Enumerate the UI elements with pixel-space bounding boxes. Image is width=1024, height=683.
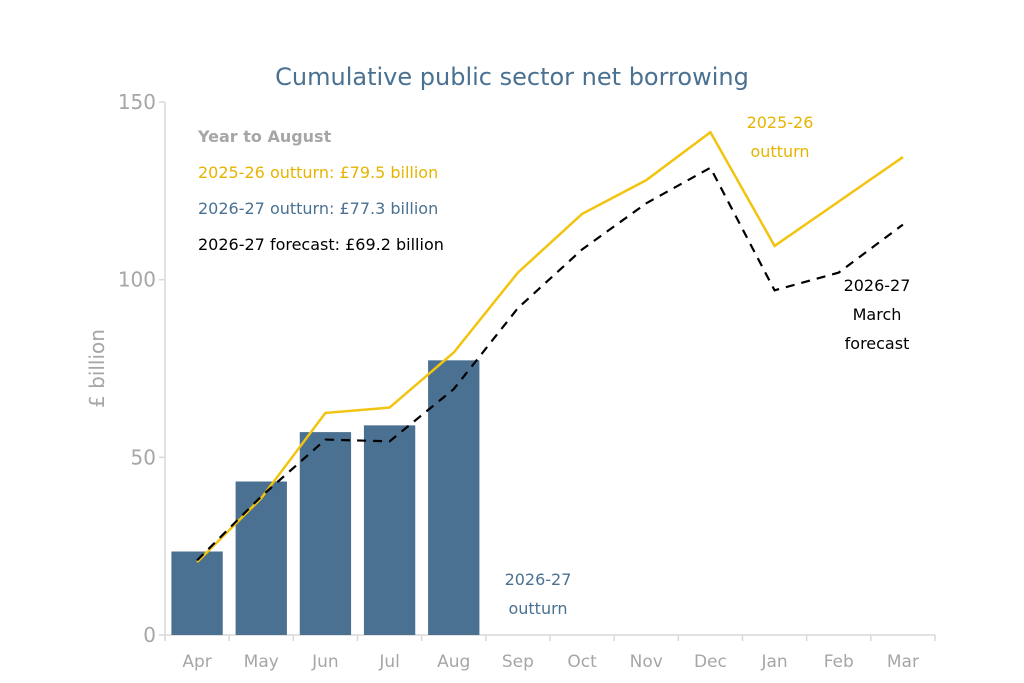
annotation-forecast-line3: forecast (845, 334, 910, 353)
annotation-2026-27-outturn-line2: outturn (508, 599, 567, 618)
outturn-2025-26-line (196, 130, 904, 564)
bar-aug (428, 360, 480, 635)
x-tick-label: Jul (378, 652, 400, 672)
bar-apr (171, 551, 223, 635)
annotation-2026-27-outturn-line1: 2026-27 (505, 570, 572, 589)
legend-heading: Year to August (197, 127, 332, 146)
annotation-forecast-line2: March (853, 305, 902, 324)
y-axis-label: £ billion (85, 329, 109, 408)
legend: Year to August 2025-26 outturn: £79.5 bi… (197, 127, 444, 254)
axes: 0 50 100 150 Apr May Jun Jul Aug Sep Oct Nov Dec Jan F… (85, 90, 936, 672)
x-tick-label: Nov (630, 652, 663, 672)
annotation-2025-26-line1: 2025-26 (747, 113, 814, 132)
x-tick-label: Jan (760, 652, 787, 672)
x-tick-label: Aug (437, 652, 470, 672)
annotation-2025-26-line2: outturn (750, 142, 809, 161)
legend-item-2025-26-outturn: 2025-26 outturn: £79.5 billion (198, 163, 438, 182)
y-tick-label: 50 (131, 445, 156, 469)
x-tick-label: Sep (502, 652, 534, 672)
annotation-forecast-line1: 2026-27 (844, 276, 911, 295)
forecast-line (196, 166, 904, 562)
bar-series (171, 360, 480, 635)
y-tick-label: 100 (118, 268, 156, 292)
chart-title: Cumulative public sector net borrowing (275, 63, 749, 91)
bar-may (235, 481, 287, 635)
line-series (196, 130, 904, 564)
legend-item-2026-27-forecast: 2026-27 forecast: £69.2 billion (198, 235, 444, 254)
bar-jun (299, 432, 352, 635)
legend-item-2026-27-outturn: 2026-27 outturn: £77.3 billion (198, 199, 438, 218)
bar-jul (363, 425, 416, 635)
x-tick-label: Jun (311, 652, 339, 672)
x-tick-label: Apr (182, 652, 211, 672)
x-tick-label: May (244, 652, 279, 672)
x-tick-label: Dec (694, 652, 727, 672)
x-tick-label: Feb (824, 652, 854, 672)
x-tick-label: Oct (567, 652, 597, 672)
y-tick-label: 0 (143, 623, 156, 647)
x-tick-label: Mar (887, 652, 919, 672)
annotations: 2025-26 outturn 2026-27 March forecast 2… (505, 113, 911, 618)
y-tick-label: 150 (118, 90, 156, 114)
